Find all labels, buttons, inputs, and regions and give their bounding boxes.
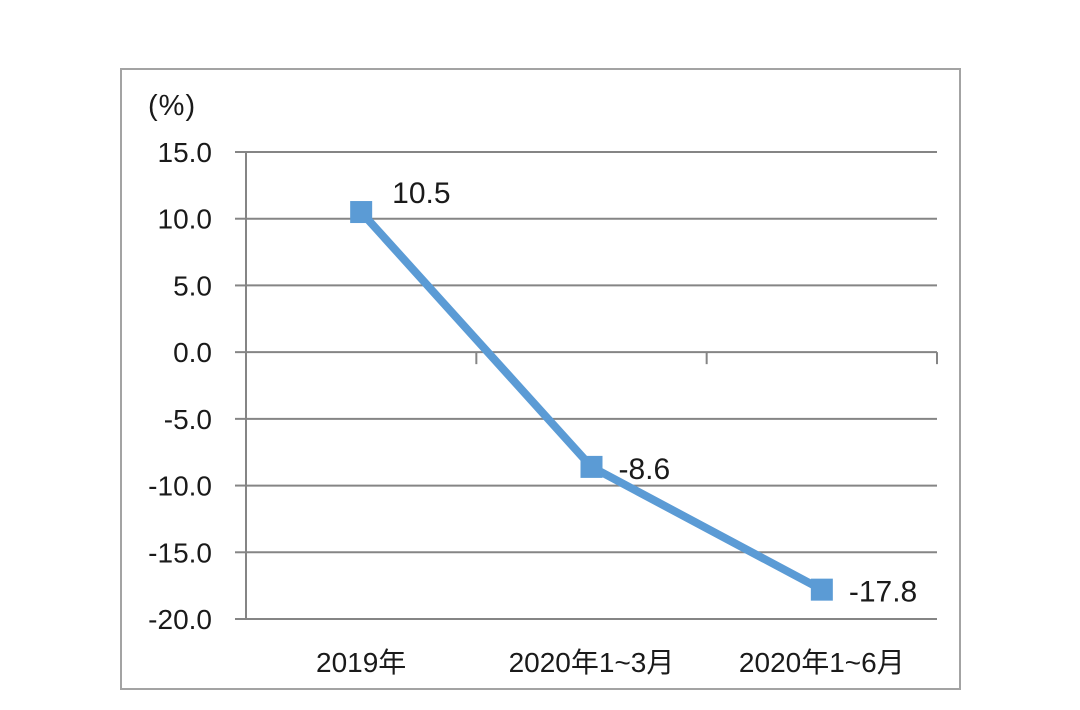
y-tick-label: 0.0	[173, 337, 212, 368]
y-tick-label: 10.0	[158, 204, 213, 235]
y-tick-label: 15.0	[158, 137, 213, 168]
y-tick-label: -5.0	[164, 404, 212, 435]
data-point-label: -8.6	[619, 453, 671, 486]
y-tick-label: -20.0	[148, 604, 212, 635]
chart-frame: (%) 15.0 10.0 5.0 0.0 -5.0 -10.0 -15.0 -20.0 201…	[120, 68, 961, 690]
data-point-label: -17.8	[849, 576, 917, 609]
y-tick-label: -15.0	[148, 537, 212, 568]
data-point-marker	[580, 455, 603, 478]
y-tick-label: 5.0	[173, 270, 212, 301]
y-tick-label: -10.0	[148, 471, 212, 502]
line-chart: 15.0 10.0 5.0 0.0 -5.0 -10.0 -15.0 -20.0 2019年 20…	[148, 137, 938, 678]
data-point-marker	[810, 578, 833, 601]
x-category-label: 2019年	[316, 647, 406, 678]
x-category-label: 2020年1~3月	[509, 647, 675, 678]
y-axis-unit-label: (%)	[148, 90, 197, 122]
x-category-label: 2020年1~6月	[739, 647, 905, 678]
data-point-label: 10.5	[392, 177, 450, 210]
data-point-marker	[350, 201, 373, 224]
series-line	[358, 209, 824, 594]
